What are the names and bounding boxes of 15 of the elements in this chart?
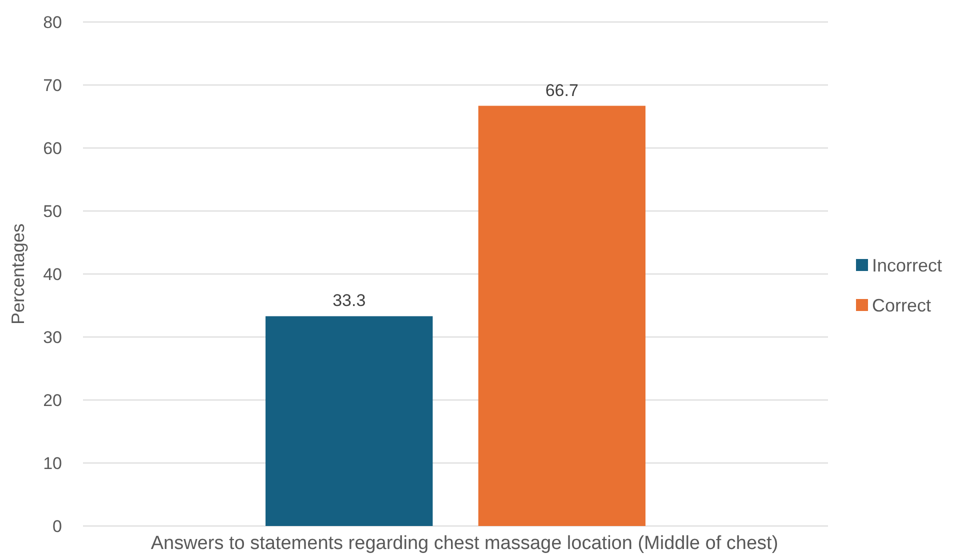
y-tick-label: 20 — [43, 390, 62, 410]
data-label: 66.7 — [545, 80, 578, 100]
y-tick-label: 80 — [43, 12, 62, 32]
y-tick-label: 70 — [43, 76, 62, 95]
y-tick-label: 30 — [43, 328, 62, 347]
y-tick-label: 10 — [43, 454, 62, 473]
y-tick-label: 40 — [43, 264, 62, 284]
legend-label: Correct — [872, 295, 932, 316]
x-tick-label: Answers to statements regarding chest massage location (Middle of chest) — [150, 533, 778, 554]
y-tick-label: 0 — [52, 516, 62, 536]
y-axis-title: Percentages — [8, 223, 28, 325]
data-label: 33.3 — [332, 291, 366, 310]
legend-label: Incorrect — [872, 255, 942, 276]
y-tick-label: 60 — [43, 138, 62, 158]
y-tick-label: 50 — [43, 202, 62, 221]
